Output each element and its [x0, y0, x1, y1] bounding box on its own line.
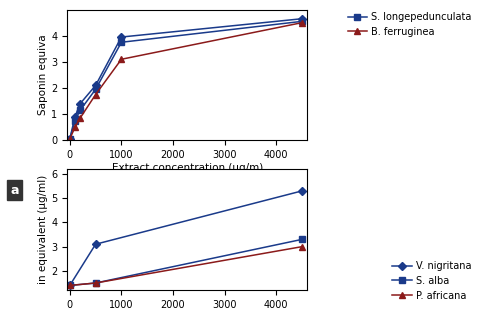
B. ferruginea: [77, 116, 83, 120]
V. nigritana: [299, 17, 305, 21]
Line: S. alba: S. alba: [67, 237, 305, 288]
X-axis label: Extract concentration (μg/m): Extract concentration (μg/m): [111, 163, 263, 173]
S. longepedunculata: [93, 87, 98, 91]
B. ferruginea: [119, 57, 124, 61]
V. nigritana: [77, 102, 83, 106]
B. ferruginea: [93, 93, 98, 96]
Line: P. africana: P. africana: [67, 244, 305, 288]
Line: S. longepedunculata: S. longepedunculata: [67, 19, 305, 142]
S. alba: [299, 237, 305, 241]
S. alba: [67, 284, 72, 287]
V. nigritana: [67, 284, 72, 287]
Legend: V. nigritana, S. alba, P. africana: V. nigritana, S. alba, P. africana: [388, 257, 475, 305]
Y-axis label: Saponin equiva: Saponin equiva: [38, 35, 48, 115]
Line: V. nigritana: V. nigritana: [67, 188, 305, 288]
S. alba: [93, 281, 98, 285]
P. africana: [299, 245, 305, 249]
S. longepedunculata: [67, 137, 72, 141]
V. nigritana: [93, 242, 98, 246]
S. longepedunculata: [119, 40, 124, 44]
S. longepedunculata: [299, 19, 305, 23]
P. africana: [67, 284, 72, 287]
V. nigritana: [93, 84, 98, 87]
Line: B. ferruginea: B. ferruginea: [67, 20, 305, 142]
Text: a: a: [10, 183, 19, 197]
S. longepedunculata: [77, 108, 83, 112]
B. ferruginea: [72, 125, 78, 129]
S. longepedunculata: [72, 119, 78, 122]
Legend: S. longepedunculata, B. ferruginea: S. longepedunculata, B. ferruginea: [344, 8, 475, 41]
B. ferruginea: [299, 21, 305, 25]
P. africana: [93, 281, 98, 285]
V. nigritana: [119, 35, 124, 39]
Y-axis label: in equivalent (μg/ml): in equivalent (μg/ml): [38, 175, 48, 284]
Line: V. nigritana: V. nigritana: [67, 16, 305, 142]
V. nigritana: [72, 115, 78, 119]
V. nigritana: [67, 137, 72, 141]
B. ferruginea: [67, 137, 72, 141]
V. nigritana: [299, 189, 305, 193]
